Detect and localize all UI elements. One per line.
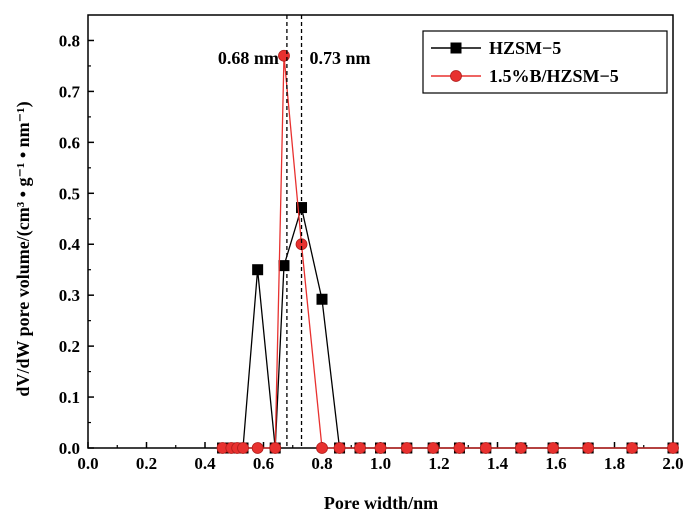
series-1-line (222, 55, 673, 449)
x-tick-label-3: 0.6 (253, 454, 274, 473)
series-1 (216, 49, 679, 454)
series-1-point-4 (251, 442, 264, 454)
series-1-point-13 (427, 442, 440, 454)
series-1-point-18 (582, 442, 595, 454)
y-tick-label-5: 0.5 (59, 184, 80, 203)
axes: 0.0 0.2 0.4 0.6 0.8 1.0 1.2 1.4 1.6 1.8 2.0 0.0 0.1 0… (59, 31, 684, 473)
series-0-point-8 (316, 293, 328, 305)
legend-marker-1 (450, 70, 462, 82)
x-tick-label-8: 1.6 (545, 454, 566, 473)
series-1-point-12 (400, 442, 413, 454)
series-1-point-5 (269, 442, 282, 454)
legend-label-1: 1.5%B/HZSM−5 (489, 66, 619, 86)
y-tick-label-3: 0.3 (59, 286, 80, 305)
x-tick-label-10: 2.0 (662, 454, 683, 473)
y-tick-label-6: 0.6 (59, 133, 80, 152)
x-tick-label-6: 1.2 (428, 454, 449, 473)
series-1-point-17 (547, 442, 559, 454)
y-axis-label: dV/dW pore volume/(cm³ • g⁻¹ • nm⁻¹) (13, 101, 34, 396)
series-1-point-14 (453, 442, 466, 454)
series-1-point-6 (278, 49, 290, 62)
series-1-point-8 (316, 442, 328, 454)
x-tick-label-5: 1.0 (370, 454, 391, 473)
series-1-point-19 (626, 442, 638, 454)
x-axis-label: Pore width/nm (324, 493, 438, 513)
series-0-point-4 (252, 264, 264, 276)
y-tick-label-7: 0.7 (59, 82, 81, 101)
x-tick-label-1: 0.2 (136, 454, 157, 473)
y-tick-label-0: 0.0 (59, 439, 80, 458)
x-tick-label-7: 1.4 (487, 454, 509, 473)
series-1-point-15 (479, 442, 492, 454)
legend-marker-0 (450, 42, 462, 54)
series-1-point-3 (237, 442, 249, 454)
series-0-line (222, 205, 673, 449)
legend-box (422, 30, 668, 94)
reference-label-1: 0.73 nm (310, 48, 371, 68)
y-tick-label-8: 0.8 (59, 31, 80, 50)
annotations: 0.68 nm 0.73 nm (218, 15, 371, 448)
legend: HZSM−5 1.5%B/HZSM−5 (422, 30, 668, 94)
y-tick-label-2: 0.2 (59, 337, 80, 356)
x-tick-label-2: 0.4 (194, 454, 216, 473)
reference-label-0: 0.68 nm (218, 48, 279, 68)
y-tick-label-4: 0.4 (59, 235, 81, 254)
x-tick-label-9: 1.8 (604, 454, 625, 473)
series-1-point-9 (333, 442, 346, 454)
x-tick-label-0: 0.0 (77, 454, 98, 473)
y-tick-label-1: 0.1 (59, 388, 80, 407)
series-1-point-11 (374, 442, 387, 454)
series-1-point-16 (515, 442, 527, 454)
legend-label-0: HZSM−5 (489, 38, 561, 58)
x-tick-label-4: 0.8 (311, 454, 332, 473)
series-1-point-20 (667, 442, 679, 454)
series-layer (216, 49, 679, 454)
series-1-point-10 (354, 442, 366, 454)
